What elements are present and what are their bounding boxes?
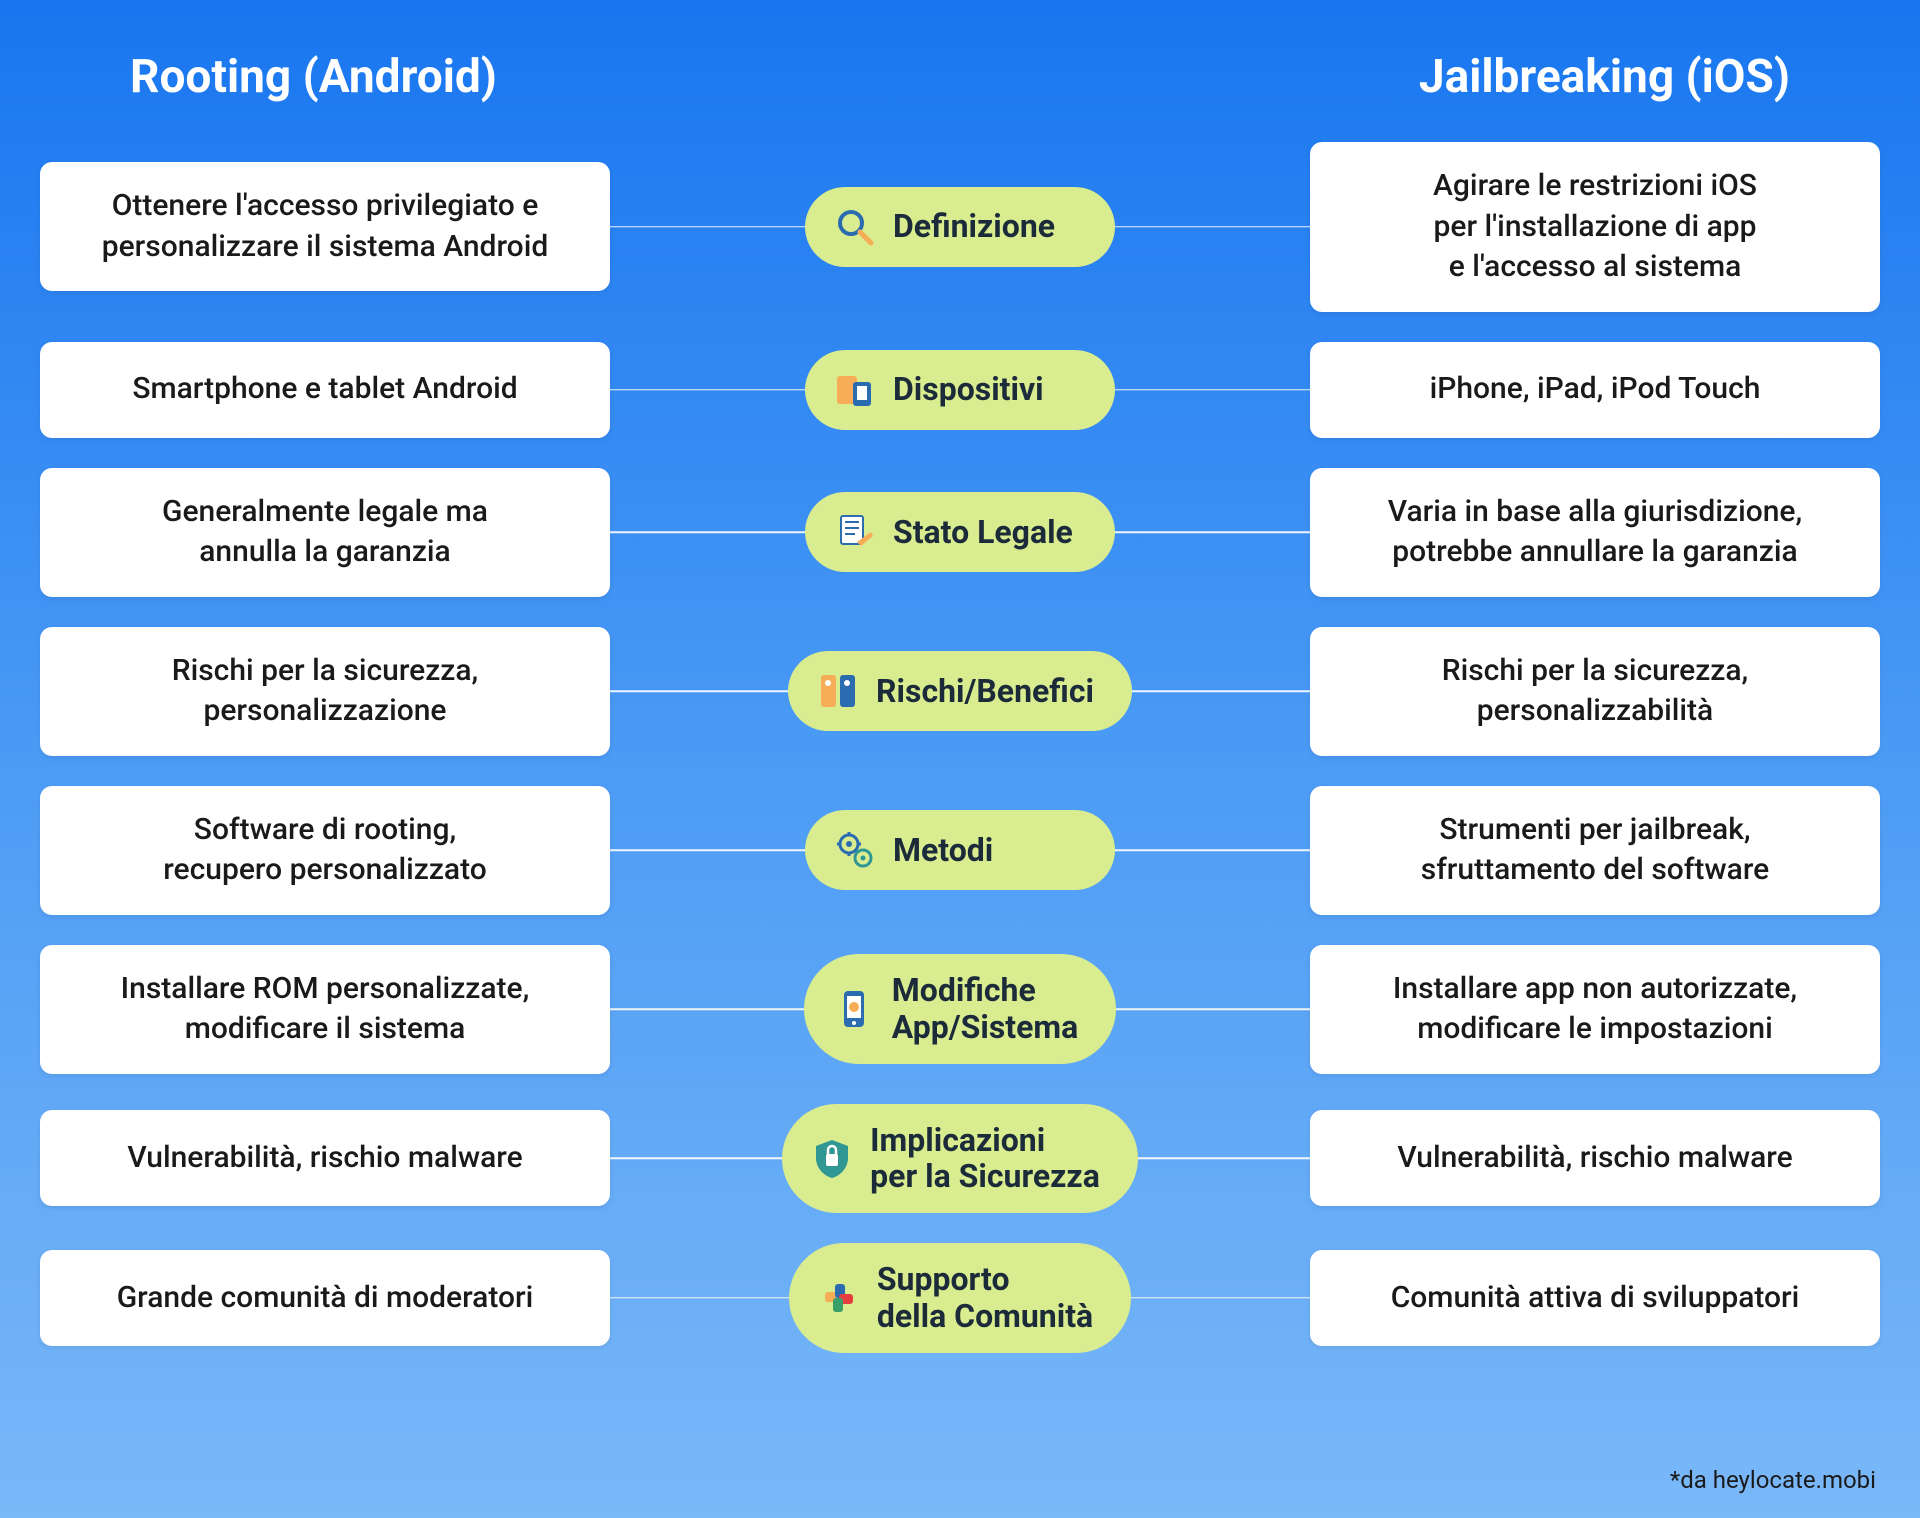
right-box: Strumenti per jailbreak,sfruttamento del… — [1310, 786, 1880, 915]
header-left: Rooting (Android) — [130, 50, 497, 104]
comparison-row: Ottenere l'accesso privilegiato e person… — [40, 142, 1880, 312]
legal-icon — [833, 510, 877, 554]
center-zone: Implicazioniper la Sicurezza — [610, 1104, 1310, 1214]
category-label: Stato Legale — [893, 514, 1073, 551]
left-box: Smartphone e tablet Android — [40, 342, 610, 438]
right-box: Installare app non autorizzate,modificar… — [1310, 945, 1880, 1074]
community-icon — [817, 1276, 861, 1320]
rows-container: Ottenere l'accesso privilegiato e person… — [40, 142, 1880, 1353]
comparison-infographic: Rooting (Android) Jailbreaking (iOS) Ott… — [40, 50, 1880, 1488]
risk-icon — [816, 669, 860, 713]
right-box: iPhone, iPad, iPod Touch — [1310, 342, 1880, 438]
comparison-row: Installare ROM personalizzate,modificare… — [40, 945, 1880, 1074]
comparison-row: Software di rooting,recupero personalizz… — [40, 786, 1880, 915]
gear-icon — [833, 828, 877, 872]
category-pill: Stato Legale — [805, 492, 1115, 572]
comparison-row: Generalmente legale maannulla la garanzi… — [40, 468, 1880, 597]
left-box: Software di rooting,recupero personalizz… — [40, 786, 610, 915]
center-zone: ModificheApp/Sistema — [610, 954, 1310, 1064]
category-label: Rischi/Benefici — [876, 673, 1094, 710]
devices-icon — [833, 368, 877, 412]
header-right: Jailbreaking (iOS) — [1419, 50, 1790, 104]
right-box: Varia in base alla giurisdizione,potrebb… — [1310, 468, 1880, 597]
center-zone: Definizione — [610, 187, 1310, 267]
right-box: Vulnerabilità, rischio malware — [1310, 1110, 1880, 1206]
comparison-row: Vulnerabilità, rischio malware Implicazio… — [40, 1104, 1880, 1214]
center-zone: Rischi/Benefici — [610, 651, 1310, 731]
comparison-row: Smartphone e tablet Android Dispositivi iP… — [40, 342, 1880, 438]
center-zone: Supportodella Comunità — [610, 1243, 1310, 1353]
left-box: Installare ROM personalizzate,modificare… — [40, 945, 610, 1074]
category-pill: Dispositivi — [805, 350, 1115, 430]
phone-settings-icon — [832, 987, 876, 1031]
right-box: Agirare le restrizioni iOSper l'installa… — [1310, 142, 1880, 312]
header-row: Rooting (Android) Jailbreaking (iOS) — [40, 50, 1880, 104]
center-zone: Metodi — [610, 810, 1310, 890]
category-pill: Implicazioniper la Sicurezza — [782, 1104, 1138, 1214]
credit-text: *da heylocate.mobi — [1670, 1466, 1876, 1494]
category-label: Metodi — [893, 832, 993, 869]
category-label: Definizione — [893, 208, 1055, 245]
left-box: Grande comunità di moderatori — [40, 1250, 610, 1346]
category-label: Supportodella Comunità — [877, 1261, 1093, 1335]
left-box: Rischi per la sicurezza,personalizzazion… — [40, 627, 610, 756]
category-label: Implicazioniper la Sicurezza — [870, 1122, 1100, 1196]
center-zone: Dispositivi — [610, 350, 1310, 430]
left-box: Ottenere l'accesso privilegiato e person… — [40, 162, 610, 291]
left-box: Generalmente legale maannulla la garanzi… — [40, 468, 610, 597]
left-box: Vulnerabilità, rischio malware — [40, 1110, 610, 1206]
category-pill: Rischi/Benefici — [788, 651, 1132, 731]
center-zone: Stato Legale — [610, 492, 1310, 572]
comparison-row: Grande comunità di moderatori Supportodel… — [40, 1243, 1880, 1353]
shield-icon — [810, 1136, 854, 1180]
category-pill: Metodi — [805, 810, 1115, 890]
category-label: Dispositivi — [893, 371, 1044, 408]
comparison-row: Rischi per la sicurezza,personalizzazion… — [40, 627, 1880, 756]
category-label: ModificheApp/Sistema — [892, 972, 1078, 1046]
category-pill: Supportodella Comunità — [789, 1243, 1131, 1353]
right-box: Comunità attiva di sviluppatori — [1310, 1250, 1880, 1346]
category-pill: ModificheApp/Sistema — [804, 954, 1116, 1064]
search-icon — [833, 205, 877, 249]
category-pill: Definizione — [805, 187, 1115, 267]
right-box: Rischi per la sicurezza,personalizzabili… — [1310, 627, 1880, 756]
